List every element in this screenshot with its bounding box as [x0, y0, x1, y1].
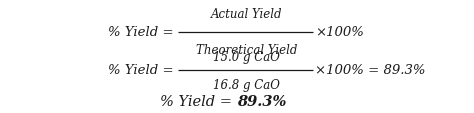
Text: ×100%: ×100%	[315, 26, 364, 38]
Text: Theoretical Yield: Theoretical Yield	[196, 44, 297, 57]
Text: % Yield =: % Yield =	[160, 94, 237, 108]
Text: % Yield =: % Yield =	[108, 26, 173, 38]
Text: Actual Yield: Actual Yield	[211, 8, 282, 21]
Text: % Yield =: % Yield =	[108, 64, 173, 76]
Text: ×100% = 89.3%: ×100% = 89.3%	[315, 64, 426, 76]
Text: 15.0 g CaO: 15.0 g CaO	[213, 50, 280, 63]
Text: 89.3%: 89.3%	[237, 94, 286, 108]
Text: 16.8 g CaO: 16.8 g CaO	[213, 79, 280, 91]
